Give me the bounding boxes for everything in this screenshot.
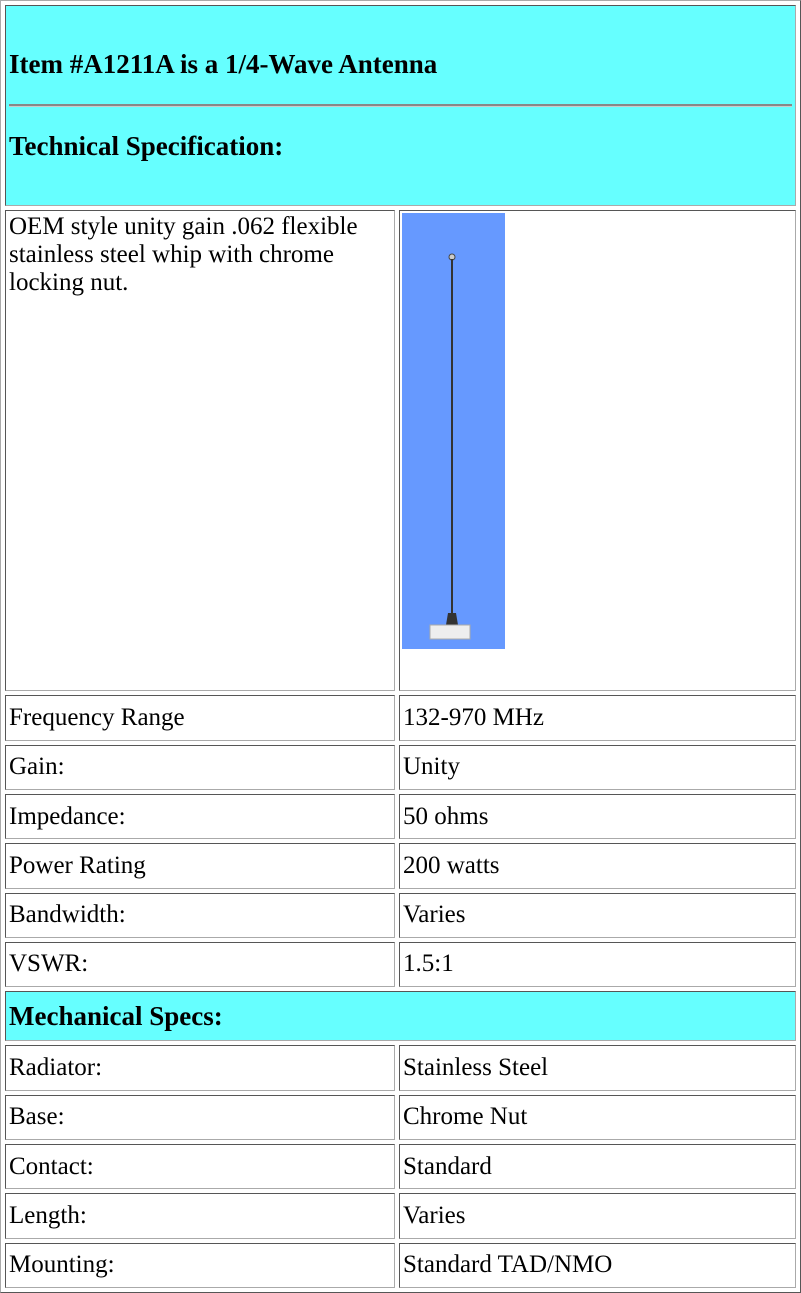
antenna-image <box>402 213 505 649</box>
spec-value: Chrome Nut <box>399 1095 796 1140</box>
spec-value: Standard TAD/NMO <box>399 1243 796 1288</box>
section-cell: Mechanical Specs: <box>5 991 796 1041</box>
spec-label: Gain: <box>5 745 395 790</box>
spec-label: VSWR: <box>5 942 395 987</box>
spec-label: Bandwidth: <box>5 893 395 938</box>
spec-row: VSWR:1.5:1 <box>5 942 796 987</box>
spec-row: Length:Varies <box>5 1193 796 1238</box>
description: OEM style unity gain .062 flexible stain… <box>5 210 395 691</box>
spec-row: Impedance:50 ohms <box>5 794 796 839</box>
section-heading: Mechanical Specs: <box>9 1001 792 1032</box>
spec-value: Stainless Steel <box>399 1045 796 1090</box>
spec-value: 132-970 MHz <box>399 695 796 740</box>
spec-label: Impedance: <box>5 794 395 839</box>
spec-table: Item #A1211A is a 1/4-Wave Antenna Techn… <box>0 0 801 1293</box>
spec-label: Mounting: <box>5 1243 395 1288</box>
spec-label: Frequency Range <box>5 695 395 740</box>
section-heading: Technical Specification: <box>9 131 792 162</box>
spec-label: Length: <box>5 1193 395 1238</box>
title: Item #A1211A is a 1/4-Wave Antenna <box>9 49 792 80</box>
spec-value: Standard <box>399 1144 796 1189</box>
spec-row: Bandwidth:Varies <box>5 893 796 938</box>
page: Item #A1211A is a 1/4-Wave Antenna Techn… <box>0 0 801 1293</box>
spec-label: Power Rating <box>5 843 395 888</box>
spec-row: Base:Chrome Nut <box>5 1095 796 1140</box>
spec-value: 1.5:1 <box>399 942 796 987</box>
spec-value: Varies <box>399 893 796 938</box>
spec-value: Unity <box>399 745 796 790</box>
divider <box>9 104 792 107</box>
spec-row: Radiator:Stainless Steel <box>5 1045 796 1090</box>
image-cell <box>399 210 796 691</box>
spec-row: Mounting:Standard TAD/NMO <box>5 1243 796 1288</box>
spec-row: Contact:Standard <box>5 1144 796 1189</box>
spec-value: 50 ohms <box>399 794 796 839</box>
spec-value: 200 watts <box>399 843 796 888</box>
spec-value: Varies <box>399 1193 796 1238</box>
spec-label: Contact: <box>5 1144 395 1189</box>
spec-row: Gain:Unity <box>5 745 796 790</box>
spec-label: Base: <box>5 1095 395 1140</box>
header-cell: Item #A1211A is a 1/4-Wave Antenna Techn… <box>5 5 796 206</box>
spec-label: Radiator: <box>5 1045 395 1090</box>
